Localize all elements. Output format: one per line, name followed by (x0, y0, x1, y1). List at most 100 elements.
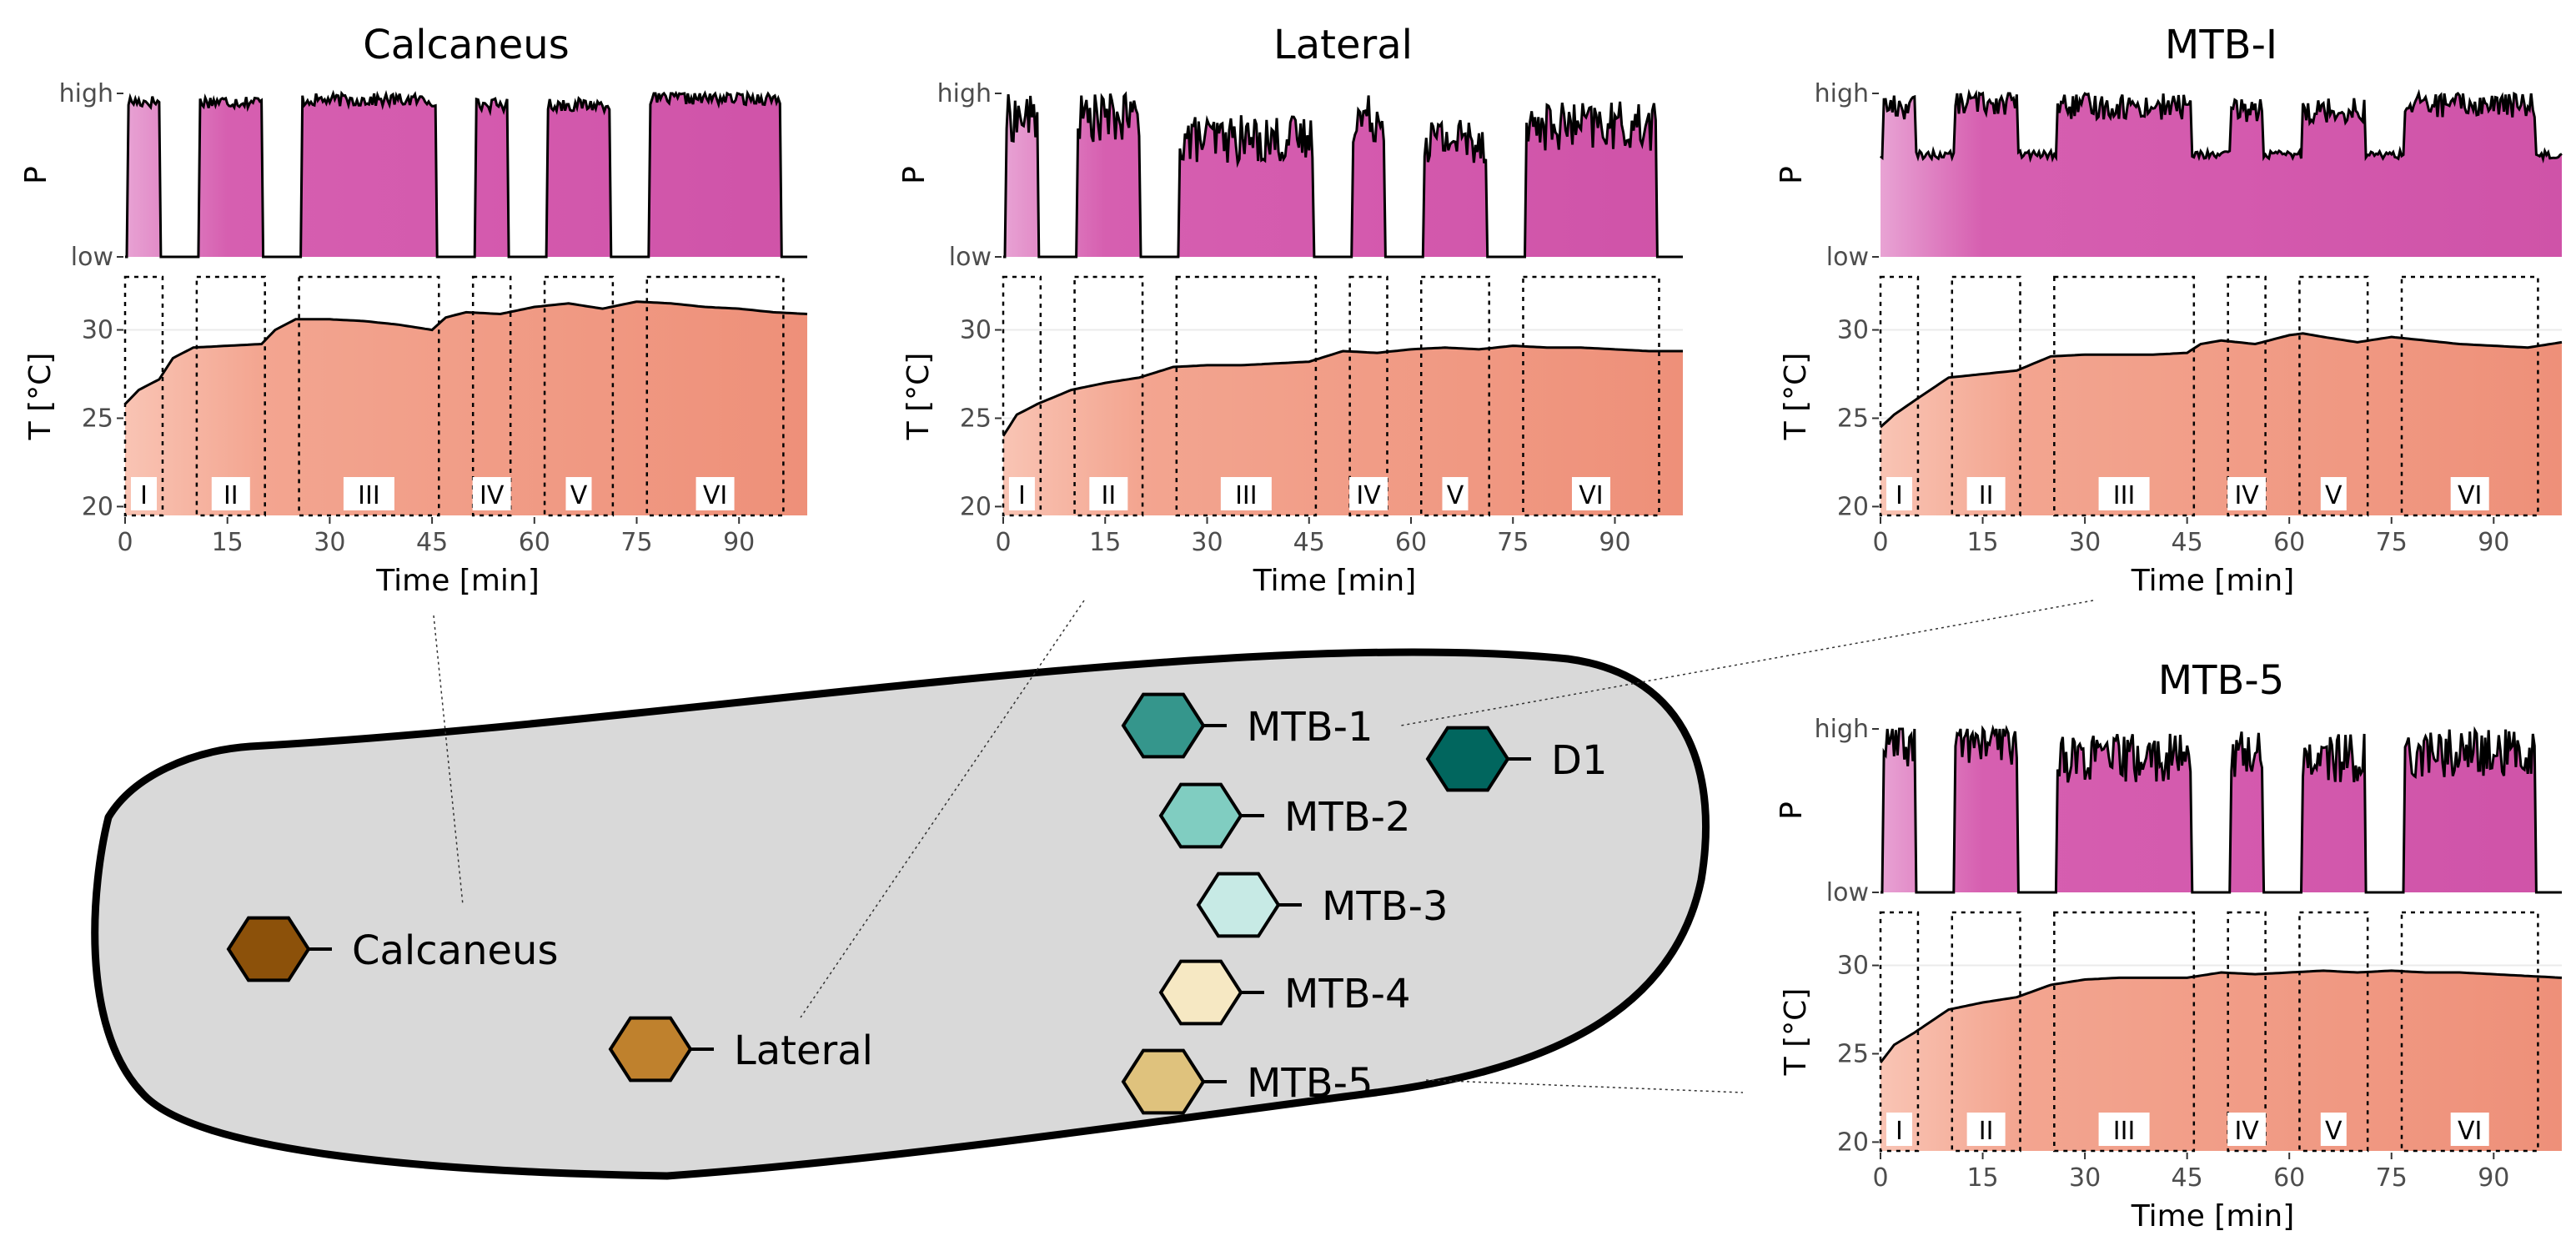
pressure-tick-label-low: low (71, 243, 113, 272)
temperature-tick-label: 25 (82, 404, 113, 433)
phase-label-bg (211, 477, 250, 510)
temperature-tick-label: 20 (82, 492, 113, 521)
sensor-hexagon-d1 (1425, 726, 1510, 792)
temperature-axis-label: T [°C] (1779, 988, 1813, 1077)
pressure-tick-label-low: low (1826, 878, 1869, 907)
temperature-area (1881, 333, 2562, 515)
phase-box (195, 275, 266, 517)
x-axis-label: Time [min] (1253, 564, 1417, 598)
phase-label-bg (1966, 1113, 2006, 1146)
phase-label: I (140, 481, 148, 510)
temperature-axis-label: T [°C] (901, 353, 936, 441)
phase-label: III (2113, 1117, 2136, 1146)
sensor-hexagon-lateral (608, 1016, 693, 1083)
temperature-tick-label: 25 (960, 404, 992, 433)
phase-label-bg (2450, 1113, 2489, 1146)
phase-label: II (1979, 1117, 1994, 1146)
x-tick-label: 60 (2273, 528, 2305, 557)
phase-label: IV (480, 481, 505, 510)
pressure-tick-label-low: low (949, 243, 992, 272)
x-tick-label: 15 (1089, 528, 1121, 557)
phase-label-bg (1571, 477, 1610, 510)
phase-label: V (2325, 481, 2343, 510)
x-tick-label: 45 (416, 528, 448, 557)
phase-box (1951, 275, 2021, 517)
x-tick-label: 0 (1872, 1163, 1888, 1193)
x-tick-label: 90 (2478, 1163, 2509, 1193)
temperature-area (1881, 970, 2562, 1151)
sensor-hexagon-mtb4 (1158, 959, 1243, 1026)
phase-label-bg (1349, 477, 1388, 510)
x-tick-label: 0 (117, 528, 133, 557)
phase-label: VI (703, 481, 727, 510)
phase-box (2227, 275, 2267, 517)
phase-box (1419, 275, 1490, 517)
x-tick-label: 60 (2273, 1163, 2305, 1193)
pressure-tick-label-high: high (59, 79, 113, 108)
pressure-axis-label: P (1775, 166, 1809, 184)
x-tick-label: 75 (2376, 528, 2408, 557)
phase-box (1879, 911, 1920, 1153)
sensor-label-mtb3: MTB-3 (1322, 883, 1449, 930)
temperature-tick-label: 20 (1837, 492, 1869, 521)
temperature-tick-label: 30 (82, 316, 113, 345)
x-tick-label: 45 (2172, 528, 2203, 557)
sensor-label-calcaneus: Calcaneus (352, 927, 558, 974)
phase-label-bg (1220, 477, 1272, 510)
pressure-line (1003, 91, 1683, 259)
temperature-tick-label: 25 (1837, 1039, 1869, 1068)
phase-box (1348, 275, 1388, 517)
x-tick-label: 60 (519, 528, 550, 557)
phase-label: IV (1356, 481, 1381, 510)
phase-box (298, 275, 440, 517)
panel-title: MTB-I (2165, 22, 2277, 68)
phase-label: V (570, 481, 588, 510)
phase-box (2298, 275, 2369, 517)
phase-box (471, 275, 512, 517)
sensor-label-mtb2: MTB-2 (1284, 794, 1411, 841)
sensor-label-mtb5: MTB-5 (1247, 1060, 1373, 1107)
x-tick-label: 60 (1395, 528, 1427, 557)
phase-label-bg (130, 477, 157, 510)
connector-mtb1 (1400, 600, 2094, 726)
phase-label-bg (2227, 1113, 2267, 1146)
temperature-axis-label: T [°C] (23, 353, 58, 441)
phase-label: III (1235, 481, 1258, 510)
pressure-line (125, 89, 807, 259)
temperature-tick-label: 20 (960, 492, 992, 521)
phase-label-bg (2320, 1113, 2347, 1146)
phase-box (123, 275, 164, 517)
phase-box (1002, 275, 1042, 517)
phase-box (2298, 911, 2369, 1153)
phase-label: IV (2234, 481, 2259, 510)
temperature-tick-label: 25 (1837, 404, 1869, 433)
phase-box (1879, 275, 1920, 517)
phase-label-bg (1886, 477, 1912, 510)
temperature-area (125, 301, 807, 515)
x-tick-label: 30 (314, 528, 345, 557)
sensor-hexagon-mtb1 (1121, 692, 1206, 759)
temperature-axis-label: T [°C] (1779, 353, 1813, 441)
connector-mtb5 (1425, 1079, 1744, 1093)
pressure-tick-label-high: high (1815, 79, 1869, 108)
phase-label-bg (472, 477, 511, 510)
connector-lateral (800, 600, 1085, 1018)
panel-title: Calcaneus (363, 22, 569, 68)
phase-label: VI (2458, 1117, 2482, 1146)
phase-box (1522, 275, 1660, 517)
sensor-calcaneus: Calcaneus (226, 916, 558, 982)
x-tick-label: 75 (620, 528, 652, 557)
x-tick-label: 0 (995, 528, 1011, 557)
phase-label: VI (2458, 481, 2482, 510)
phase-label-bg (1886, 1113, 1912, 1146)
x-axis-label: Time [min] (375, 564, 540, 598)
sensor-d1: D1 (1425, 726, 1608, 792)
pressure-area (125, 93, 807, 257)
phase-label: III (358, 481, 380, 510)
x-tick-label: 15 (1966, 1163, 1998, 1193)
phase-label-bg (565, 477, 592, 510)
panel-title: MTB-5 (2158, 657, 2285, 704)
phase-label-bg (2450, 477, 2489, 510)
